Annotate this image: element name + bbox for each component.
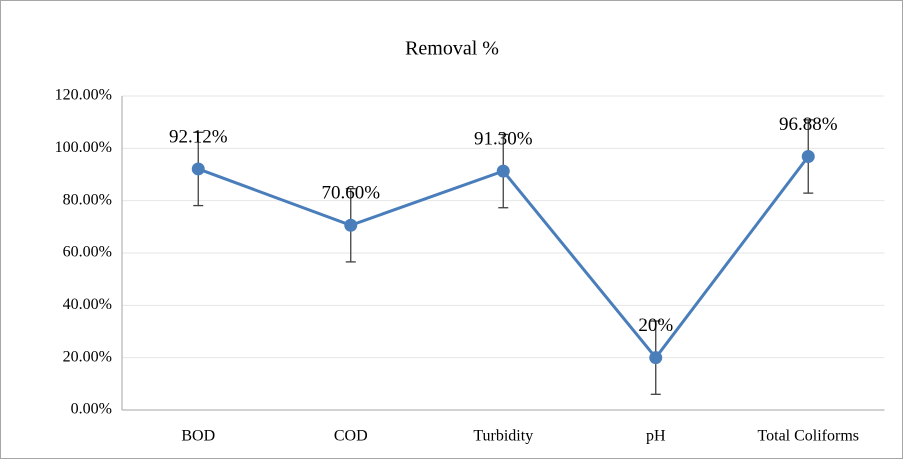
- marker: [344, 218, 358, 232]
- y-tick-label: 20.00%: [63, 348, 112, 365]
- data-label: 92.12%: [169, 126, 228, 147]
- marker: [801, 149, 815, 163]
- data-label: 96.88%: [779, 114, 838, 135]
- data-label: 70.60%: [321, 183, 380, 204]
- x-tick-label: pH: [646, 428, 666, 445]
- marker: [649, 351, 663, 365]
- data-label: 20%: [638, 315, 673, 336]
- y-tick-label: 0.00%: [71, 401, 112, 418]
- data-label: 91.30%: [474, 128, 533, 149]
- x-tick-label: Total Coliforms: [757, 428, 859, 445]
- x-tick-label: Turbidity: [473, 428, 533, 445]
- marker: [191, 162, 205, 176]
- y-tick-label: 80.00%: [63, 191, 112, 208]
- x-tick-label: BOD: [181, 428, 215, 445]
- y-tick-label: 120.00%: [55, 87, 112, 104]
- chart-title: Removal %: [405, 38, 499, 60]
- y-tick-label: 100.00%: [55, 139, 112, 156]
- y-tick-label: 40.00%: [63, 296, 112, 313]
- y-tick-label: 60.00%: [63, 244, 112, 261]
- marker: [496, 164, 510, 178]
- x-tick-label: COD: [334, 428, 368, 445]
